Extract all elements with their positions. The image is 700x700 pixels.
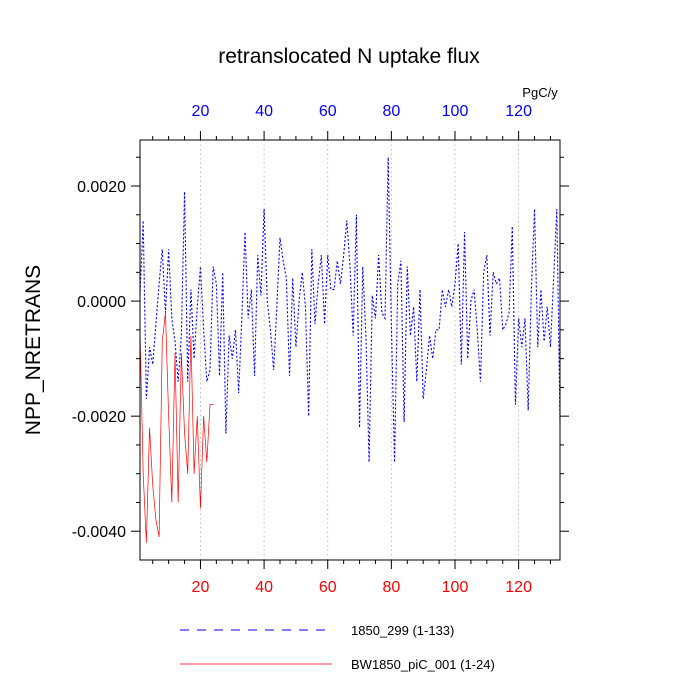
legend: 1850_299 (1-133) BW1850_piC_001 (1-24) (180, 623, 495, 672)
x-tick-label-bottom: 80 (382, 579, 400, 596)
x-tick-label-bottom: 100 (442, 579, 469, 596)
x-tick-label-top: 60 (319, 103, 337, 120)
axis-ticks (131, 131, 569, 569)
series-layer (139, 157, 561, 543)
legend-label: BW1850_piC_001 (1-24) (351, 657, 495, 672)
units-label: PgC/y (522, 85, 558, 100)
y-tick-label: 0.0000 (77, 294, 126, 311)
x-tick-label-bottom: 40 (255, 579, 273, 596)
series-line-1850-299 (139, 157, 561, 463)
y-tick-label: 0.0020 (77, 179, 126, 196)
y-tick-label: -0.0020 (72, 409, 126, 426)
x-tick-label-bottom: 60 (319, 579, 337, 596)
x-tick-label-top: 20 (192, 103, 210, 120)
y-axis-label: NPP_NRETRANS (22, 265, 45, 435)
x-tick-label-top: 80 (382, 103, 400, 120)
plot-frame (139, 139, 561, 561)
x-tick-label-top: 120 (505, 103, 532, 120)
series-line-bw1850-pic-001 (139, 312, 214, 543)
grid-lines (200, 140, 520, 560)
legend-label: 1850_299 (1-133) (351, 623, 454, 638)
x-tick-label-top: 100 (442, 103, 469, 120)
x-tick-label-top: 40 (255, 103, 273, 120)
x-tick-label-bottom: 20 (192, 579, 210, 596)
tick-labels: 20 20 40 40 60 60 80 80 100 100 120 120 -0.0040 -0.00… (72, 103, 532, 596)
chart-title: retranslocated N uptake flux (218, 45, 480, 68)
x-tick-label-bottom: 120 (505, 579, 532, 596)
y-tick-label: -0.0040 (72, 524, 126, 541)
